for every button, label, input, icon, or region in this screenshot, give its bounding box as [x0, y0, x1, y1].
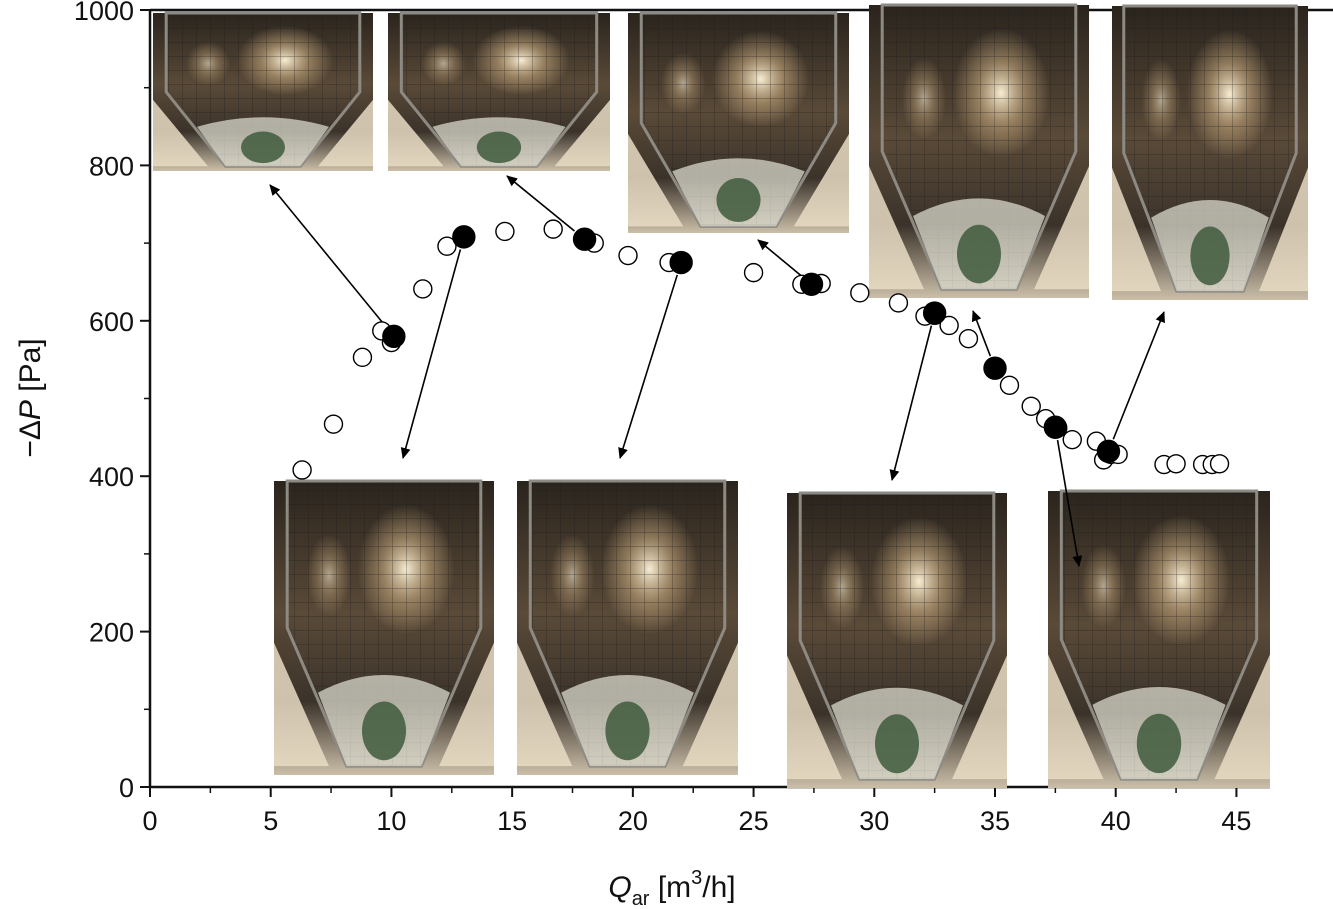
- y-axis-unit: [Pa]: [14, 338, 47, 400]
- arrow: [506, 175, 575, 232]
- filled-data-point: [1043, 415, 1068, 439]
- data-points: [292, 219, 1230, 480]
- arrow: [1056, 439, 1083, 567]
- hopper-photo-icon: [628, 11, 849, 233]
- open-data-point: [618, 245, 638, 266]
- hopper-photo-icon: [1048, 489, 1270, 788]
- x-axis-unit-pre: [m: [649, 871, 691, 904]
- x-axis-unit-post: /h]: [702, 871, 735, 904]
- arrow: [618, 274, 679, 459]
- y-axis-title: −ΔP [Pa]: [14, 338, 47, 457]
- x-tick-label: 45: [1221, 806, 1251, 836]
- open-data-point: [850, 283, 870, 303]
- hopper-photo-icon: [153, 11, 373, 171]
- x-tick-label: 25: [739, 806, 769, 836]
- open-data-point: [352, 347, 373, 368]
- x-tick-label: 5: [263, 806, 278, 836]
- x-tick-label: 20: [618, 806, 648, 836]
- hopper-photo-icon: [388, 11, 610, 171]
- open-data-point: [292, 460, 312, 480]
- open-data-point: [413, 279, 433, 299]
- arrow: [400, 249, 462, 459]
- arrow: [269, 184, 387, 327]
- x-tick-label: 40: [1101, 806, 1131, 836]
- filled-data-point: [983, 356, 1007, 380]
- filled-data-point: [922, 301, 947, 325]
- x-tick-label: 35: [980, 806, 1010, 836]
- x-axis-symbol: Q: [608, 871, 631, 904]
- x-tick-label: 30: [859, 806, 889, 836]
- y-tick-label: 400: [89, 462, 134, 492]
- open-data-point: [437, 236, 457, 256]
- axes: 0 5 10 15 20 25 30 35 40 45 0 200 400 600 800 1000: [74, 0, 1333, 836]
- hopper-photo-icon: [274, 479, 494, 775]
- hopper-photo-icon: [1112, 4, 1308, 300]
- hopper-photo-icon: [869, 3, 1089, 298]
- filled-data-point: [799, 272, 824, 296]
- open-data-point: [958, 328, 979, 349]
- open-data-point: [743, 262, 764, 283]
- x-axis-unit-sup: 3: [691, 867, 702, 889]
- open-data-point: [1209, 454, 1230, 474]
- filled-data-point: [669, 250, 693, 275]
- arrow: [1112, 311, 1165, 440]
- y-tick-label: 600: [89, 307, 134, 337]
- open-data-point: [495, 221, 515, 242]
- open-data-point: [939, 315, 959, 336]
- y-tick-label: 200: [89, 618, 134, 648]
- arrow: [971, 310, 992, 357]
- open-data-point: [1021, 396, 1041, 416]
- arrow: [757, 239, 803, 277]
- x-tick-label: 15: [497, 806, 527, 836]
- y-tick-label: 0: [119, 773, 134, 803]
- filled-data-point: [1096, 439, 1121, 464]
- hopper-photo-icon: [787, 491, 1007, 788]
- x-tick-label: 0: [142, 806, 157, 836]
- filled-data-point: [382, 324, 406, 349]
- y-tick-label: 1000: [74, 0, 134, 26]
- y-tick-label: 800: [89, 151, 134, 181]
- open-data-point: [999, 375, 1020, 395]
- photo-insets: [153, 3, 1308, 788]
- open-data-point: [543, 219, 563, 239]
- x-axis-title: Qar [m3/h]: [608, 867, 735, 909]
- hopper-photo-icon: [517, 479, 738, 775]
- filled-data-point: [572, 227, 597, 251]
- filled-data-point: [452, 225, 476, 249]
- open-data-point: [1062, 429, 1082, 450]
- x-tick-label: 10: [376, 806, 406, 836]
- y-axis-prefix: −Δ: [14, 420, 47, 458]
- arrow: [889, 325, 933, 481]
- axis-labels: Qar [m3/h] −ΔP [Pa]: [14, 338, 736, 909]
- open-data-point: [1166, 454, 1186, 474]
- open-data-point: [323, 414, 344, 434]
- open-data-point: [888, 293, 909, 313]
- y-axis-symbol: P: [14, 400, 47, 420]
- x-axis-subscript: ar: [632, 888, 650, 909]
- arrow-connectors: [269, 175, 1165, 567]
